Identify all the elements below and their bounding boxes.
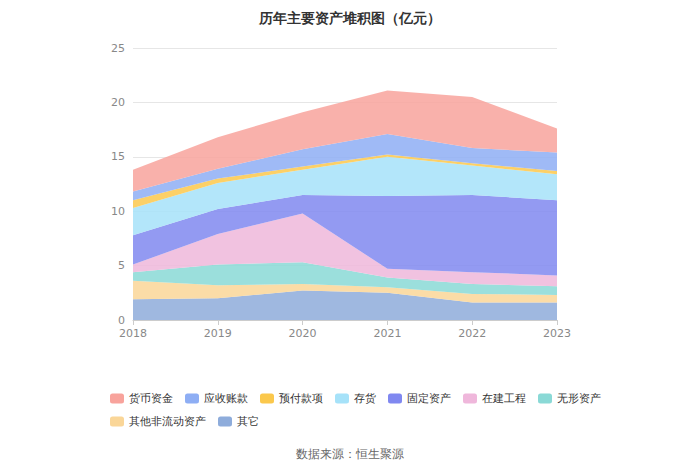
svg-text:数据来源：恒生聚源: 数据来源：恒生聚源 bbox=[296, 447, 404, 461]
svg-text:无形资产: 无形资产 bbox=[557, 392, 601, 405]
svg-text:5: 5 bbox=[118, 259, 125, 272]
svg-text:2019: 2019 bbox=[204, 327, 232, 340]
svg-text:货币资金: 货币资金 bbox=[129, 392, 173, 405]
svg-text:2020: 2020 bbox=[289, 327, 317, 340]
svg-text:2021: 2021 bbox=[373, 327, 401, 340]
svg-text:10: 10 bbox=[111, 205, 125, 218]
svg-text:固定资产: 固定资产 bbox=[407, 392, 451, 405]
svg-text:其它: 其它 bbox=[237, 415, 259, 428]
svg-text:20: 20 bbox=[111, 96, 125, 109]
svg-text:在建工程: 在建工程 bbox=[482, 392, 526, 405]
svg-text:存货: 存货 bbox=[354, 392, 376, 405]
svg-text:应收账款: 应收账款 bbox=[204, 392, 248, 405]
svg-text:历年主要资产堆积图（亿元）: 历年主要资产堆积图（亿元） bbox=[258, 10, 441, 26]
svg-text:其他非流动资产: 其他非流动资产 bbox=[129, 415, 206, 428]
svg-text:2022: 2022 bbox=[458, 327, 486, 340]
svg-text:2023: 2023 bbox=[543, 327, 571, 340]
svg-text:2018: 2018 bbox=[119, 327, 147, 340]
svg-text:25: 25 bbox=[111, 42, 125, 55]
svg-text:预付款项: 预付款项 bbox=[279, 392, 323, 405]
svg-text:15: 15 bbox=[111, 150, 125, 163]
svg-text:0: 0 bbox=[118, 314, 125, 327]
